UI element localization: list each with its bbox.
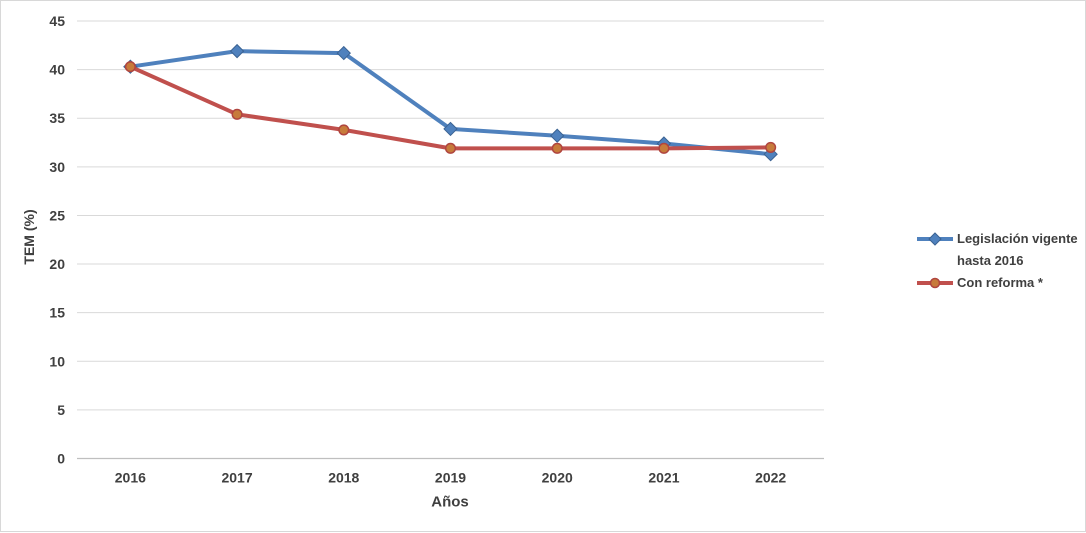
legend-label-line2: hasta 2016 (957, 253, 1024, 268)
circle-marker-icon (231, 108, 243, 120)
chart-legend: Legislación vigente hasta 2016 Con refor… (916, 228, 1078, 294)
diamond-marker-icon (336, 45, 351, 61)
circle-marker-icon (658, 142, 670, 154)
diamond-marker-icon (928, 232, 942, 246)
circle-marker-icon (444, 142, 457, 154)
series-line-0 (128, 49, 773, 157)
x-tick-label: 2020 (542, 470, 573, 486)
legend-line-circle-icon (917, 277, 953, 289)
legend-label-line1: Legislación vigente (957, 231, 1078, 246)
legend-entry-con-reforma: Con reforma * (916, 272, 1078, 294)
y-tick-label: 40 (49, 62, 65, 78)
circle-marker-icon (765, 141, 777, 153)
legend-label-legislacion-vigente: Legislación vigente hasta 2016 (957, 228, 1078, 272)
y-tick-label: 15 (49, 305, 65, 321)
circle-marker-icon (551, 142, 563, 154)
x-tick-label: 2019 (435, 470, 466, 486)
circle-marker-icon (124, 61, 136, 73)
x-tick-label: 2022 (755, 470, 786, 486)
x-tick-label: 2017 (221, 470, 252, 486)
diamond-marker-icon (443, 121, 458, 137)
diamond-marker-icon (763, 146, 778, 162)
y-tick-label: 10 (49, 353, 65, 369)
legend-entry-legislacion-vigente: Legislación vigente hasta 2016 (916, 228, 1078, 272)
y-axis-title: TEM (%) (21, 209, 37, 265)
y-tick-label: 0 (57, 451, 65, 467)
y-tick-label: 5 (57, 402, 65, 418)
legend-label-con-reforma: Con reforma * (957, 272, 1043, 294)
y-tick-label: 25 (49, 207, 65, 223)
x-tick-label: 2016 (115, 470, 146, 486)
legend-label-line1: Con reforma * (957, 275, 1043, 290)
circle-marker-icon (338, 124, 350, 136)
y-tick-label: 30 (49, 159, 65, 175)
x-tick-label: 2021 (648, 470, 679, 486)
x-tick-label: 2018 (328, 470, 359, 486)
x-axis-title: Años (431, 493, 469, 511)
y-tick-label: 20 (49, 256, 65, 272)
circle-marker-icon (929, 277, 941, 289)
y-tick-label: 35 (49, 110, 65, 126)
legend-line-diamond-icon (917, 232, 953, 246)
diamond-marker-icon (229, 43, 245, 59)
y-tick-label: 45 (49, 13, 65, 29)
diamond-marker-icon (550, 128, 565, 143)
